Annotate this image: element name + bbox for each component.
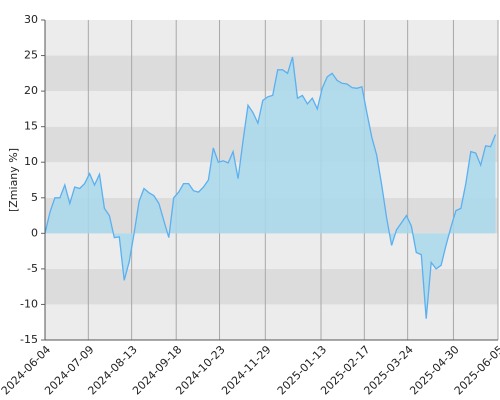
grid-band <box>45 20 498 56</box>
y-tick-label: 25 <box>24 49 38 62</box>
area <box>45 57 496 319</box>
y-tick-label: 10 <box>24 155 38 168</box>
y-tick-label: 20 <box>24 84 38 97</box>
y-tick-label: 0 <box>31 226 38 239</box>
y-axis-label: [Zmiany %] <box>7 148 20 212</box>
x-tick-label: 2024-11-29 <box>219 343 273 397</box>
y-tick-label: -10 <box>20 297 38 310</box>
line <box>44 56 497 319</box>
grid-band <box>45 304 498 340</box>
y-tick-label: 30 <box>24 13 38 26</box>
y-tick-label: 15 <box>24 120 38 133</box>
y-tick-label: 5 <box>31 191 38 204</box>
y-tick-label: -15 <box>20 333 38 346</box>
grid-band <box>45 55 498 92</box>
y-tick-label: -5 <box>27 262 38 275</box>
